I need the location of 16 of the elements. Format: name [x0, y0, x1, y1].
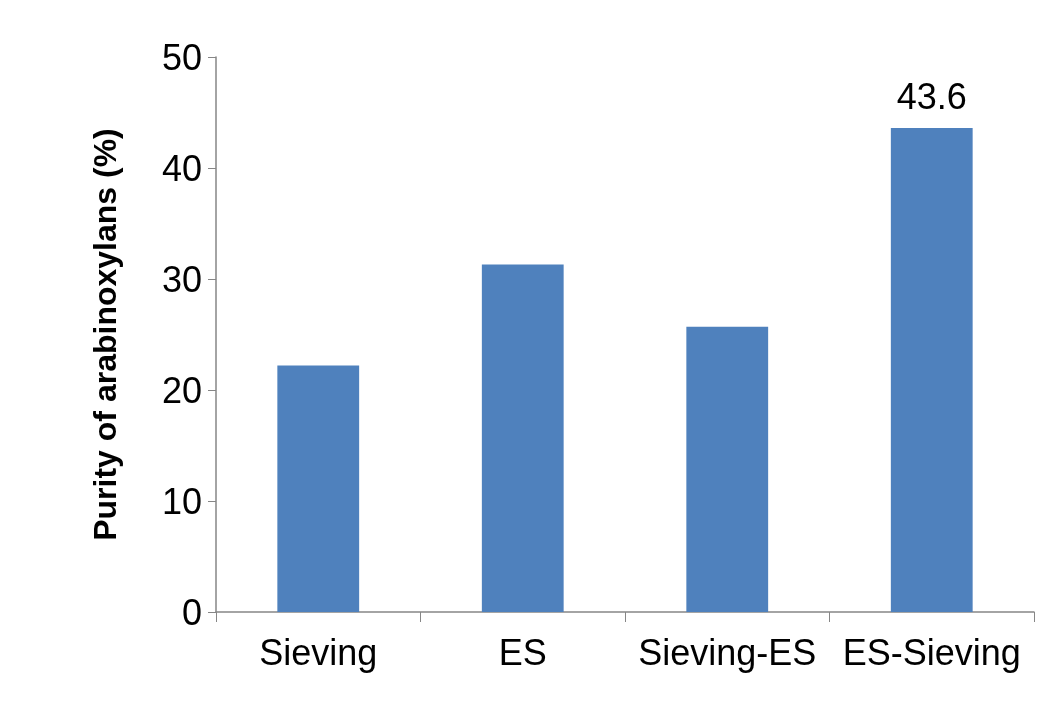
y-tick-label: 50 — [161, 36, 202, 78]
x-tick-label: Sieving — [259, 631, 378, 673]
bar — [890, 128, 973, 612]
y-tick-label: 20 — [161, 369, 202, 411]
y-tick-label: 30 — [161, 258, 202, 300]
y-tick-label: 10 — [161, 480, 202, 522]
x-tick-label: ES — [498, 631, 547, 673]
bar — [686, 326, 769, 612]
bar — [277, 365, 360, 612]
bar — [481, 264, 564, 612]
y-tick-label: 0 — [181, 591, 202, 633]
data-label: 43.6 — [896, 75, 967, 117]
x-tick-label: ES-Sieving — [842, 631, 1021, 673]
y-tick-label: 40 — [161, 147, 202, 189]
y-axis-title: Purity of arabinoxylans (%) — [87, 128, 123, 541]
x-tick-label: Sieving-ES — [638, 631, 817, 673]
